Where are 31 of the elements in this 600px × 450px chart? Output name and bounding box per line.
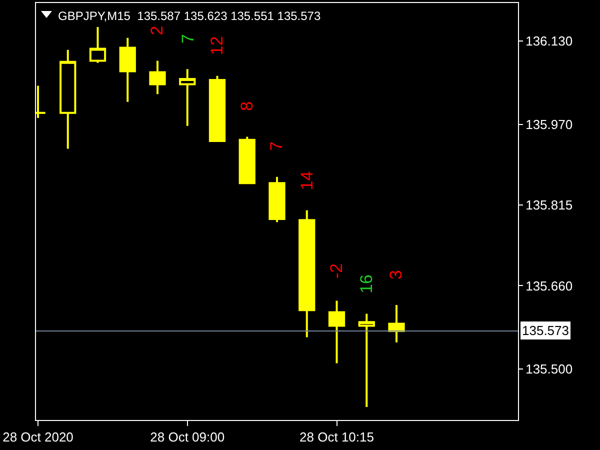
candlestick [179, 68, 196, 127]
candlestick [208, 74, 226, 142]
annotation: 2 [148, 26, 167, 36]
candlestick [89, 26, 106, 64]
x-tick-label: 28 Oct 10:15 [300, 430, 374, 445]
annotation: 7 [267, 141, 286, 151]
y-tick-label: 136.130 [526, 34, 573, 49]
ref-line-label: 135.573 [522, 323, 569, 338]
candlestick [388, 304, 405, 344]
candlestick [60, 48, 76, 150]
annotation: 12 [207, 36, 226, 56]
candlestick [268, 176, 286, 224]
candlestick [358, 312, 375, 408]
annotation: 7 [178, 34, 198, 44]
candlestick [238, 136, 256, 184]
y-tick-label: 135.500 [526, 362, 573, 377]
candlestick [119, 36, 136, 103]
x-tick-label: 28 Oct 09:00 [150, 430, 225, 445]
annotation: -2 [326, 263, 346, 279]
y-tick-label: 135.660 [526, 278, 573, 294]
text: GBPJPY,M15 135.587 135.623 135.551 135.573 [58, 9, 321, 24]
y-tick-label: 135.970 [526, 116, 573, 132]
annotation: 16 [356, 274, 376, 294]
x-tick-label: 28 Oct 2020 [2, 430, 74, 445]
candlestick [328, 300, 346, 364]
annotation: 14 [298, 171, 317, 190]
candlestick [298, 209, 316, 338]
annotation: 3 [386, 270, 406, 280]
annotation: 8 [237, 101, 256, 111]
y-tick-label: 135.815 [526, 198, 573, 213]
candlestick [149, 60, 166, 96]
